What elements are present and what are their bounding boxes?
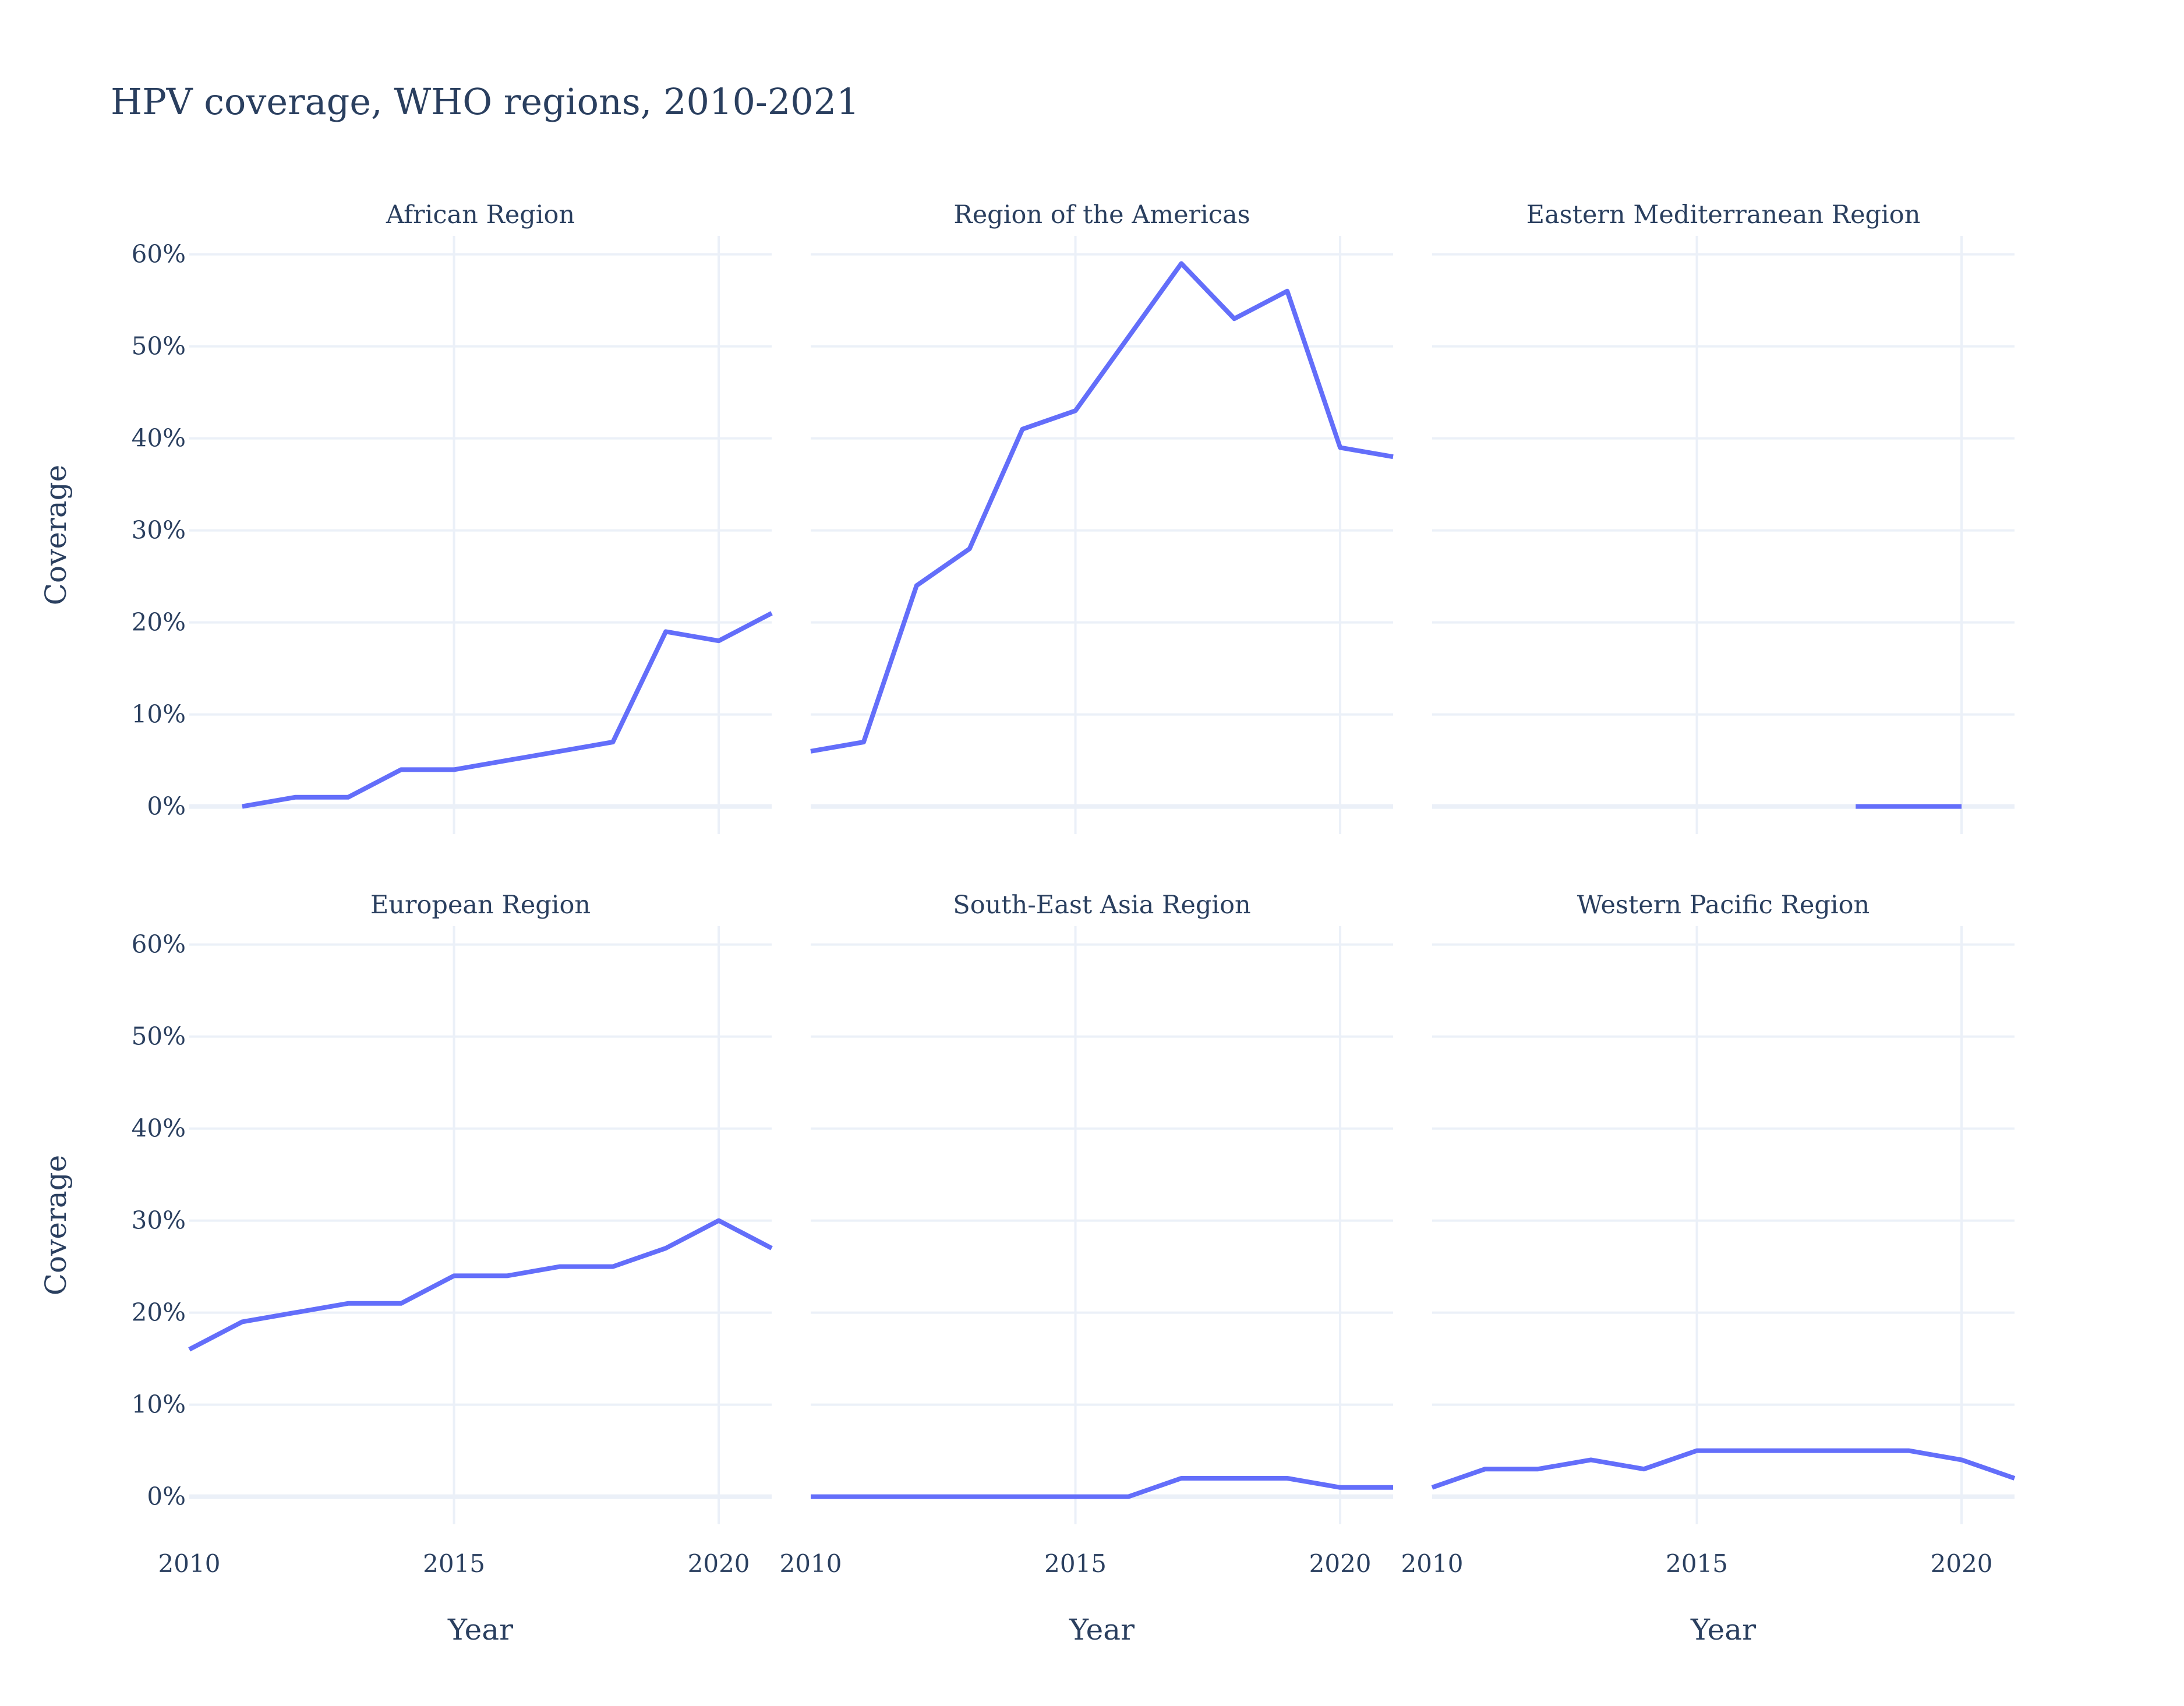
y-tick-label: 10% [132, 700, 186, 729]
series-line [242, 611, 773, 809]
panel-title: Western Pacific Region [1577, 891, 1870, 920]
y-axis-title: Coverage [39, 465, 73, 606]
panel-title: Eastern Mediterranean Region [1526, 200, 1921, 229]
chart-title: HPV coverage, WHO regions, 2010-2021 [111, 80, 860, 123]
x-tick-label: 2010 [1401, 1549, 1464, 1578]
x-axis-title: Year [1690, 1613, 1756, 1647]
x-tick-label: 2015 [423, 1549, 485, 1578]
y-tick-label: 10% [132, 1390, 186, 1419]
x-tick-label: 2015 [1044, 1549, 1107, 1578]
y-tick-label: 0% [147, 1482, 186, 1511]
y-tick-label: 0% [147, 792, 186, 821]
y-tick-label: 40% [132, 1114, 186, 1143]
y-tick-label: 30% [132, 516, 186, 545]
x-tick-label: 2020 [1931, 1549, 1993, 1578]
y-tick-label: 60% [132, 930, 186, 959]
y-tick-label: 20% [132, 1298, 186, 1327]
y-axis-title: Coverage [39, 1155, 73, 1296]
series-line [1431, 1448, 2016, 1490]
y-tick-label: 30% [132, 1206, 186, 1235]
y-tick-label: 50% [132, 332, 186, 361]
series-line [188, 1218, 773, 1352]
x-axis-title: Year [1069, 1613, 1135, 1647]
panel-title: European Region [370, 891, 591, 920]
y-tick-label: 60% [132, 240, 186, 269]
panel-title: African Region [386, 200, 575, 229]
y-tick-label: 40% [132, 424, 186, 453]
panel-title: South-East Asia Region [953, 891, 1250, 920]
x-tick-label: 2010 [780, 1549, 842, 1578]
series-line [810, 261, 1394, 754]
y-tick-label: 20% [132, 608, 186, 637]
series-line [811, 1476, 1393, 1499]
x-tick-label: 2020 [688, 1549, 750, 1578]
y-tick-label: 50% [132, 1022, 186, 1051]
panel-title: Region of the Americas [953, 200, 1250, 229]
x-tick-label: 2015 [1666, 1549, 1728, 1578]
x-tick-label: 2010 [158, 1549, 221, 1578]
x-axis-title: Year [447, 1613, 513, 1647]
x-tick-label: 2020 [1309, 1549, 1372, 1578]
